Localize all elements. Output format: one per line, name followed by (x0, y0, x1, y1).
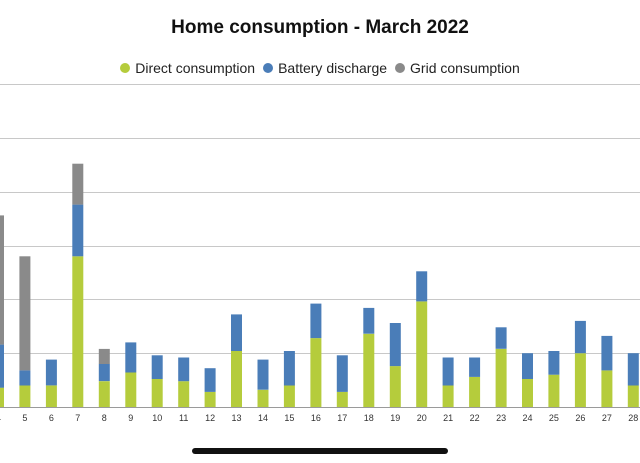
x-tick-label: 4 (0, 413, 1, 423)
bar-segment (0, 387, 4, 407)
bar-segment (0, 215, 4, 345)
x-tick-label: 5 (22, 413, 27, 423)
bar-segment (627, 385, 639, 407)
bar-segment (257, 389, 269, 407)
x-tick-label: 9 (128, 413, 133, 423)
bar-segment (363, 333, 375, 407)
bar-segment (416, 271, 428, 302)
x-tick-label: 28 (628, 413, 638, 423)
bar-segment (548, 374, 560, 407)
bar-segment (283, 385, 295, 407)
home-indicator[interactable] (192, 448, 448, 454)
x-tick-label: 17 (337, 413, 347, 423)
x-tick-label: 23 (496, 413, 506, 423)
bar-segment (336, 355, 348, 392)
legend-swatch-icon (263, 63, 274, 73)
bar-segment (45, 385, 57, 407)
bar-segment (574, 353, 586, 407)
legend-label: Grid consumption (410, 60, 520, 76)
x-tick-label: 10 (152, 413, 162, 423)
bar-segment (204, 391, 216, 407)
bar-segment (19, 370, 31, 386)
bar-segment (19, 256, 31, 371)
bar-segment (257, 359, 269, 390)
bar-segment (45, 359, 57, 386)
bar-segment (125, 372, 137, 407)
legend: Direct consumption Battery discharge Grid … (0, 60, 640, 76)
bar-segment (627, 353, 639, 386)
x-tick-label: 24 (522, 413, 532, 423)
x-tick-label: 27 (602, 413, 612, 423)
bar-segment (389, 366, 401, 407)
bar-segment (310, 338, 322, 407)
bar-segment (336, 391, 348, 407)
bar-segment (495, 348, 507, 407)
x-tick-label: 11 (179, 413, 188, 423)
bar-segment (442, 385, 454, 407)
x-tick-label: 18 (364, 413, 374, 423)
x-tick-label: 16 (311, 413, 321, 423)
bar-segment (601, 335, 613, 371)
bar-segment (72, 163, 84, 205)
bar-segment (522, 353, 533, 379)
bar-segment (125, 342, 137, 373)
x-tick-label: 13 (231, 413, 241, 423)
chart-title: Home consumption - March 2022 (171, 17, 469, 38)
bar-segment (231, 314, 242, 351)
bar-segment (389, 323, 401, 367)
legend-item: Grid consumption (395, 60, 520, 76)
x-tick-label: 6 (49, 413, 54, 423)
x-tick-label: 12 (205, 413, 215, 423)
bar-segment (310, 303, 322, 339)
bar-segment (98, 348, 110, 364)
bar-segment (469, 376, 481, 407)
x-tick-label: 14 (258, 413, 268, 423)
x-tick-label: 22 (470, 413, 480, 423)
x-tick-label: 7 (75, 413, 80, 423)
bar-segment (151, 355, 163, 379)
bar-segment (72, 256, 84, 407)
legend-swatch-icon (120, 63, 131, 73)
bar-segment (178, 381, 190, 407)
bar-segment (231, 351, 242, 407)
bar-segment (522, 379, 533, 407)
legend-label: Battery discharge (278, 60, 388, 76)
bar-segment (98, 381, 110, 407)
legend-label: Direct consumption (135, 60, 256, 76)
bar-segment (283, 351, 295, 386)
legend-swatch-icon (395, 63, 406, 73)
bar-segment (442, 357, 454, 386)
bar-segment (0, 344, 4, 388)
x-tick-label: 21 (443, 413, 453, 423)
bar-segment (469, 357, 481, 377)
bar-segment (98, 363, 110, 382)
legend-item: Battery discharge (263, 60, 387, 76)
bar-segment (416, 301, 428, 407)
x-tick-label: 15 (284, 413, 294, 423)
x-tick-label: 25 (549, 413, 559, 423)
bar-segment (574, 320, 586, 354)
x-tick-label: 26 (575, 413, 585, 423)
bar-segment (363, 307, 375, 334)
bar-segment (601, 370, 613, 407)
x-tick-label: 8 (102, 413, 107, 423)
bar-segment (72, 204, 84, 257)
x-tick-label: 19 (390, 413, 400, 423)
bar-segment (19, 385, 31, 407)
bar-segment (548, 351, 560, 375)
bar-segment (151, 379, 163, 407)
legend-item: Direct consumption (120, 60, 255, 76)
bar-segment (178, 357, 190, 382)
x-tick-label: 20 (417, 413, 427, 423)
bar-segment (204, 368, 216, 392)
bar-segment (495, 327, 507, 349)
